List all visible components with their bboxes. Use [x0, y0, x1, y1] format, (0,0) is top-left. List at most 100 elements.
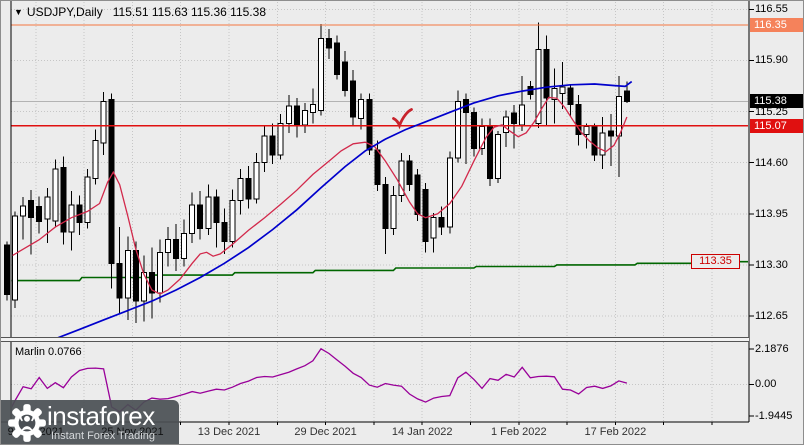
price-badge: 115.07 — [750, 118, 803, 133]
candle — [205, 196, 212, 230]
candle — [390, 195, 397, 230]
candle — [430, 217, 437, 239]
candle — [309, 104, 316, 113]
candle — [36, 206, 43, 223]
candle — [551, 88, 558, 101]
candle — [132, 250, 139, 302]
chart-title: ▼ USDJPY,Daily 115.51 115.63 115.36 115.38 — [14, 5, 266, 19]
candle — [293, 105, 300, 126]
candle — [398, 160, 405, 197]
brand-name: instaforex — [47, 401, 155, 431]
price-axis-label: 113.95 — [755, 207, 788, 220]
candle — [221, 221, 228, 242]
price-axis-label: 113.30 — [755, 258, 788, 271]
candle — [148, 272, 155, 294]
candle — [52, 168, 59, 222]
price-axis-label: 115.25 — [755, 105, 788, 118]
candle — [318, 37, 324, 112]
candle — [446, 157, 453, 228]
candle — [116, 262, 123, 299]
candle — [269, 135, 276, 156]
candle — [301, 110, 308, 126]
candle — [422, 188, 429, 242]
indicator-axis-label: -1.9445 — [755, 409, 793, 422]
candle — [479, 126, 485, 149]
support-level-label: 113.35 — [691, 253, 740, 269]
indicator-value: 0.0766 — [48, 346, 82, 358]
candle — [124, 250, 131, 299]
candle — [229, 199, 236, 242]
instaforex-watermark: instaforex Instant Forex Trading — [1, 400, 179, 444]
candle — [406, 160, 413, 186]
candle — [567, 87, 574, 105]
candle — [237, 177, 244, 201]
candle — [575, 104, 582, 135]
candle — [470, 111, 477, 150]
candle — [92, 140, 99, 179]
candle — [623, 90, 630, 102]
candle — [60, 166, 67, 233]
candle — [543, 48, 550, 99]
vertical-gridlines — [35, 2, 713, 421]
brand-tagline: Instant Forex Trading — [51, 430, 155, 442]
symbol-timeframe-label: USDJPY,Daily — [26, 5, 103, 19]
candle — [487, 126, 493, 179]
candle — [583, 126, 590, 135]
candle — [4, 244, 10, 296]
candles — [4, 22, 630, 324]
candle — [261, 135, 268, 164]
price-axis-label: 116.55 — [755, 3, 788, 16]
price-badge: 115.38 — [750, 94, 803, 109]
candle — [165, 239, 171, 253]
candle — [245, 177, 252, 200]
candle — [28, 199, 35, 219]
candle — [454, 100, 461, 159]
candle — [173, 239, 180, 260]
candle — [213, 196, 220, 223]
candle — [197, 204, 204, 230]
price-axis-label: 115.90 — [755, 54, 788, 67]
candle — [503, 116, 510, 134]
indicator-label: Marlin 0.0766 — [15, 346, 82, 358]
candle — [44, 196, 51, 220]
candle — [535, 48, 542, 124]
indicator-axis-label: 2.1876 — [755, 342, 789, 355]
candle — [591, 126, 598, 156]
candle — [342, 61, 349, 91]
candle — [285, 105, 292, 124]
candle — [414, 174, 421, 215]
indicator-axis-label: 0.00 — [755, 378, 777, 391]
symbol-dropdown-icon[interactable]: ▼ — [14, 7, 23, 17]
candle — [253, 162, 260, 200]
candle — [20, 205, 27, 217]
candle — [277, 122, 284, 156]
candle — [181, 232, 188, 260]
candle — [438, 217, 445, 228]
instaforex-gear-icon — [8, 404, 46, 442]
candle — [84, 176, 91, 223]
candle — [382, 184, 389, 230]
price-axis-label: 112.65 — [755, 310, 788, 322]
candle — [100, 100, 107, 144]
candle — [326, 37, 332, 49]
candle — [495, 133, 502, 179]
price-axis-label: 114.60 — [755, 156, 788, 169]
price-badge: 116.35 — [750, 18, 803, 32]
candle — [334, 42, 341, 76]
checkmark-annotation — [392, 108, 413, 130]
candle — [519, 104, 526, 126]
candle — [350, 80, 357, 118]
candle — [358, 99, 365, 120]
candle — [366, 99, 373, 151]
candle — [615, 96, 622, 137]
candle — [607, 130, 614, 137]
candle — [374, 149, 381, 186]
candle — [559, 86, 566, 94]
candle — [599, 132, 606, 156]
slow-ma-line — [57, 80, 633, 337]
candle — [157, 251, 163, 294]
pane-separator[interactable] — [1, 337, 749, 342]
